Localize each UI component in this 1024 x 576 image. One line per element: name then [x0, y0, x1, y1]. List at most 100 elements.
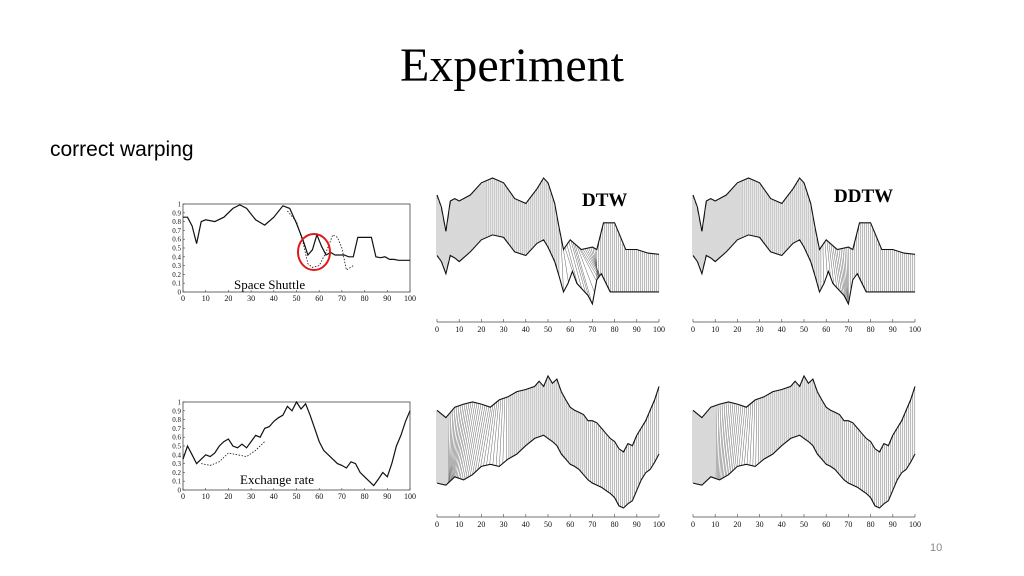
series-a-line — [182, 400, 411, 487]
warp-link — [572, 242, 590, 298]
warp-link — [502, 397, 506, 464]
warp-link — [824, 241, 828, 275]
x-tick-label: 10 — [202, 492, 210, 501]
warp-link — [450, 407, 456, 482]
warp-link — [842, 248, 848, 302]
space-shuttle-label: Space Shuttle — [234, 277, 305, 292]
y-tick-label: 0.7 — [172, 425, 181, 433]
y-tick-label: 0.8 — [172, 218, 181, 226]
warp-link — [566, 244, 578, 285]
x-tick-label: 20 — [477, 325, 485, 334]
y-tick-label: 0 — [178, 487, 182, 495]
y-tick-label: 0.2 — [172, 271, 181, 279]
x-tick-label: 90 — [383, 294, 391, 303]
warp-link — [840, 248, 847, 300]
warp-link — [715, 404, 718, 479]
x-tick-label: 20 — [224, 294, 232, 303]
x-tick-label: 60 — [566, 520, 574, 529]
warp-link — [836, 249, 844, 295]
y-tick-label: 0.4 — [172, 253, 181, 261]
warp-link — [728, 403, 736, 475]
warp-link — [724, 402, 732, 477]
y-tick-label: 0.2 — [172, 469, 181, 477]
y-tick-label: 0.6 — [172, 236, 181, 244]
upper-series-line — [692, 374, 916, 453]
y-tick-label: 0.3 — [172, 262, 181, 270]
x-tick-label: 80 — [867, 325, 875, 334]
warp-link — [720, 402, 726, 480]
warp-link — [844, 247, 848, 303]
x-tick-label: 80 — [611, 520, 619, 529]
x-tick-label: 20 — [477, 520, 485, 529]
warp-link — [456, 402, 470, 478]
warp-link — [590, 247, 600, 277]
space-shuttle-axes: 0 10 20 30 40 50 60 70 80 90 10000.10.20.30.40.50.… — [172, 201, 416, 304]
warp-link — [483, 404, 494, 466]
lower-series-line — [436, 234, 659, 306]
space-shuttle-chart: 0 10 20 30 40 50 60 70 80 90 10000.10.20.30.40.50.… — [172, 201, 416, 304]
x-tick-label: 50 — [293, 294, 301, 303]
warp-link — [755, 399, 758, 467]
warp-link — [730, 403, 738, 474]
warp-link — [495, 399, 502, 466]
x-tick-label: 100 — [909, 325, 921, 334]
warp-link — [846, 247, 849, 304]
exchange-rate-axes: 0 10 20 30 40 50 60 70 80 90 10000.10.20.30.40.50.… — [172, 399, 416, 502]
x-tick-label: 10 — [202, 294, 210, 303]
page-number: 10 — [930, 542, 943, 554]
x-tick-label: 100 — [404, 492, 416, 501]
x-tick-label: 50 — [544, 520, 552, 529]
x-tick-label: 100 — [653, 520, 665, 529]
x-tick-label: 0 — [181, 492, 185, 501]
ddtw-exchange-chart: 0 10 20 30 40 50 60 70 80 90 100 — [691, 374, 921, 529]
warp-link — [452, 404, 462, 479]
upper-series-line — [436, 374, 660, 453]
warp-link — [499, 398, 504, 467]
x-tick-label: 20 — [733, 520, 741, 529]
warp-link — [465, 403, 480, 479]
x-tick-label: 90 — [889, 325, 897, 334]
warp-link — [492, 400, 500, 465]
ddtw-exchange-lines — [692, 374, 916, 509]
y-tick-label: 0.1 — [172, 478, 181, 486]
warp-link — [738, 406, 746, 467]
series-a-line — [183, 204, 410, 261]
warp-link — [472, 405, 486, 475]
y-tick-label: 0.9 — [172, 209, 181, 217]
y-tick-label: 0.3 — [172, 460, 181, 468]
warp-link — [592, 247, 599, 278]
x-tick-label: 10 — [455, 325, 463, 334]
ddtw-exchange-axis: 0 10 20 30 40 50 60 70 80 90 100 — [691, 514, 921, 529]
warp-link — [582, 248, 600, 277]
x-tick-label: 30 — [247, 492, 255, 501]
warp-link — [451, 405, 460, 480]
series-b-line — [287, 210, 354, 271]
x-tick-label: 80 — [361, 492, 369, 501]
x-tick-label: 40 — [778, 520, 786, 529]
x-tick-label: 40 — [778, 325, 786, 334]
x-tick-label: 40 — [522, 325, 530, 334]
y-tick-label: 0.8 — [172, 416, 181, 424]
ddtw-shuttle-lines — [692, 177, 916, 306]
dtw-exchange-chart: 0 10 20 30 40 50 60 70 80 90 100 — [435, 374, 665, 529]
warp-link — [822, 244, 824, 284]
x-tick-label: 60 — [315, 492, 323, 501]
x-tick-label: 80 — [611, 325, 619, 334]
space-shuttle-lines — [183, 204, 410, 271]
x-tick-label: 10 — [711, 520, 719, 529]
warp-link — [826, 240, 831, 278]
ddtw-shuttle-axis: 0 10 20 30 40 50 60 70 80 90 100 — [691, 319, 921, 334]
warp-link — [560, 236, 564, 292]
x-tick-label: 50 — [800, 325, 808, 334]
x-tick-label: 0 — [435, 325, 439, 334]
dtw-shuttle-axis: 0 10 20 30 40 50 60 70 80 90 100 — [435, 319, 665, 334]
x-tick-label: 90 — [633, 520, 641, 529]
x-tick-label: 80 — [361, 294, 369, 303]
warp-link — [734, 405, 742, 470]
y-tick-label: 0.5 — [172, 443, 181, 451]
warp-link — [449, 409, 454, 482]
dtw-exchange-lines — [436, 374, 660, 509]
x-tick-label: 50 — [544, 325, 552, 334]
ddtw-shuttle-chart: 0 10 20 30 40 50 60 70 80 90 100 DDTW — [691, 177, 921, 334]
x-tick-label: 80 — [867, 520, 875, 529]
